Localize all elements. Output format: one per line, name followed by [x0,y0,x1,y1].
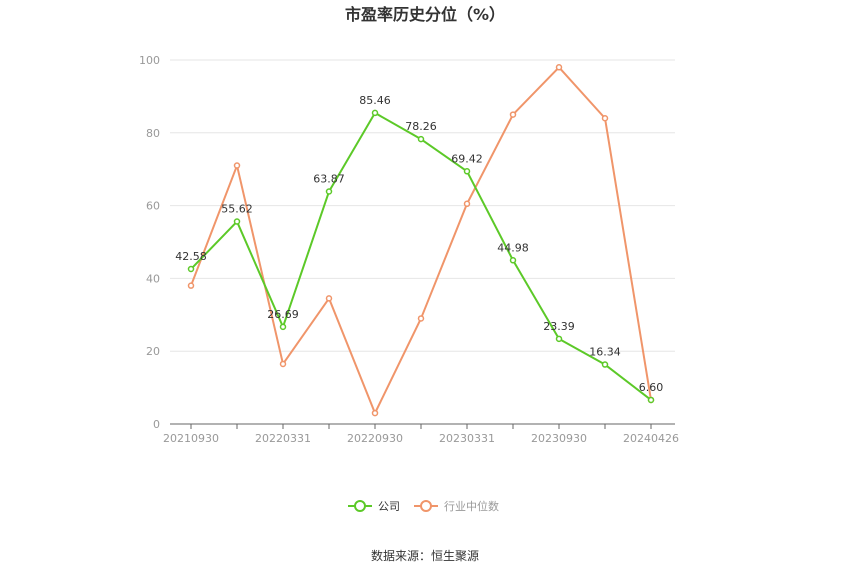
series-point-0[interactable] [555,335,563,343]
series-point-1[interactable] [555,64,563,71]
series-point-0[interactable] [463,168,471,175]
label-layer: 42.58 55.62 26.69 63.87 85.46 78.26 69.42 44.98… [175,94,663,394]
data-label: 85.46 [359,94,391,107]
y-tick-label: 0 [153,418,160,431]
y-tick-label: 20 [146,345,160,358]
series-point-1[interactable] [233,162,241,169]
series-point-1[interactable] [325,295,333,302]
data-label: 23.39 [543,320,575,333]
series-point-1[interactable] [463,200,471,208]
series-point-1[interactable] [371,409,379,417]
series-point-0[interactable] [233,218,241,225]
series-layer [187,64,655,417]
series-point-0[interactable] [371,109,379,117]
data-label: 44.98 [497,241,529,254]
series-point-0[interactable] [279,323,287,331]
y-tick-label: 100 [139,54,160,67]
legend-item-0[interactable]: 公司 [348,500,400,513]
data-label: 63.87 [313,173,345,186]
source-note: 数据来源：恒生聚源 [371,548,479,563]
series-point-0[interactable] [647,396,655,404]
series-point-1[interactable] [187,282,195,289]
series-point-0[interactable] [325,188,333,195]
data-label: 78.26 [405,120,437,133]
x-tick-label: 20210930 [163,432,219,445]
grid-layer [170,59,675,352]
x-tick-label: 20220331 [255,432,311,445]
series-point-1[interactable] [509,111,517,118]
legend-label: 公司 [378,500,400,513]
series-point-0[interactable] [509,257,517,264]
series-point-0[interactable] [187,265,195,273]
y-tick-label: 40 [146,272,160,285]
data-label: 42.58 [175,250,207,263]
series-line-0 [190,111,652,401]
series-point-0[interactable] [601,361,609,368]
series-point-1[interactable] [279,360,287,368]
y-tick-label: 60 [146,200,160,213]
data-label: 16.34 [589,346,621,359]
chart-title: 市盈率历史分位（%） [345,5,505,24]
data-label: 6.60 [639,381,664,394]
x-tick-label: 20230930 [531,432,587,445]
x-tick-label: 20220930 [347,432,403,445]
legend-swatch-marker [354,500,366,512]
axis-layer: 0 20 40 60 80 100 20210930 20220331 20220930 2023… [139,54,679,445]
data-label: 26.69 [267,308,299,321]
legend-label: 行业中位数 [444,499,499,513]
series-point-1[interactable] [601,114,609,122]
x-tick-label: 20240426 [623,432,679,445]
legend[interactable]: 公司 行业中位数 [348,499,499,513]
x-tick-label: 20230331 [439,432,495,445]
legend-item-1[interactable]: 行业中位数 [414,499,499,513]
series-point-1[interactable] [417,315,425,322]
data-label: 69.42 [451,152,483,165]
y-tick-label: 80 [146,127,160,140]
series-point-0[interactable] [417,135,425,143]
legend-swatch-marker [420,500,432,512]
data-label: 55.62 [221,203,253,216]
